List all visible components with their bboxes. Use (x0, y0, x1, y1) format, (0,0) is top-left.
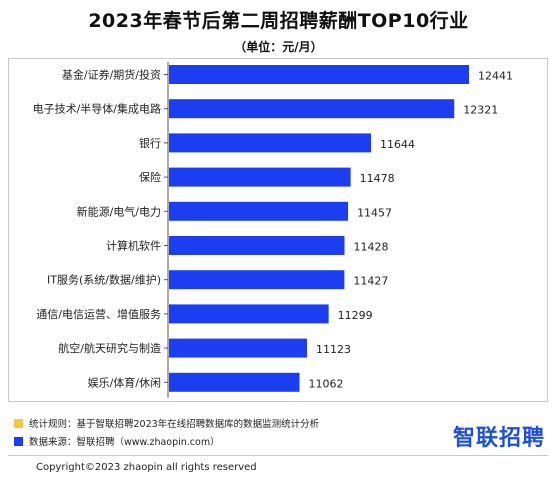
value-label: 11299 (338, 309, 373, 322)
note-source-text: 数据来源：智联招聘（www.zhaopin.com） (29, 437, 220, 448)
bar (169, 65, 469, 84)
brand-logo: 智联招聘 (452, 426, 545, 451)
bar (169, 372, 300, 392)
note-source: 数据来源：智联招聘（www.zhaopin.com） (14, 432, 319, 450)
chart-subtitle: （单位：元/月） (234, 40, 323, 54)
bar (169, 270, 345, 290)
bar (169, 304, 329, 324)
category-label: 新能源/电气/电力 (77, 204, 161, 218)
value-label: 11478 (360, 172, 395, 185)
note-rule-swatch (14, 418, 23, 428)
value-label: 12441 (478, 70, 513, 83)
category-label: IT服务(系统/数据/维护) (47, 273, 161, 287)
bar (169, 201, 349, 221)
bar (169, 338, 308, 358)
bar (169, 167, 351, 187)
bar (169, 133, 372, 153)
value-label: 11457 (357, 206, 392, 219)
copyright: Copyright©2023 zhaopin all rights reserv… (36, 462, 257, 473)
bar-chart: 基金/证券/期货/投资 12441 电子技术/半导体/集成电路 12321 银行 1164… (33, 62, 513, 398)
category-label: 银行 (139, 136, 161, 150)
chart-title: 2023年春节后第二周招聘薪酬TOP10行业 (88, 10, 469, 32)
value-label: 11062 (309, 377, 344, 390)
value-label: 11428 (354, 241, 389, 254)
category-label: 计算机软件 (106, 239, 161, 253)
note-rule: 统计规则：基于智联招聘2023年在线招聘数据库的数据监测统计分析 (14, 414, 319, 432)
category-label: 航空/航天研究与制造 (58, 341, 161, 355)
note-rule-text: 统计规则：基于智联招聘2023年在线招聘数据库的数据监测统计分析 (29, 419, 320, 430)
value-label: 12321 (463, 104, 498, 117)
category-label: 基金/证券/期货/投资 (62, 68, 161, 82)
category-label: 通信/电信运营、增值服务 (36, 307, 161, 321)
category-label: 电子技术/半导体/集成电路 (33, 102, 161, 116)
bar (169, 236, 345, 255)
value-label: 11123 (316, 343, 351, 356)
note-source-swatch (14, 436, 23, 446)
category-label: 保险 (139, 170, 161, 184)
divider (8, 455, 548, 456)
bar (169, 99, 455, 119)
value-label: 11427 (353, 275, 388, 288)
value-label: 11644 (380, 138, 415, 151)
chart-frame (8, 58, 548, 402)
notes: 统计规则：基于智联招聘2023年在线招聘数据库的数据监测统计分析 数据来源：智联… (14, 414, 319, 450)
category-label: 娱乐/体育/休闲 (88, 375, 161, 389)
